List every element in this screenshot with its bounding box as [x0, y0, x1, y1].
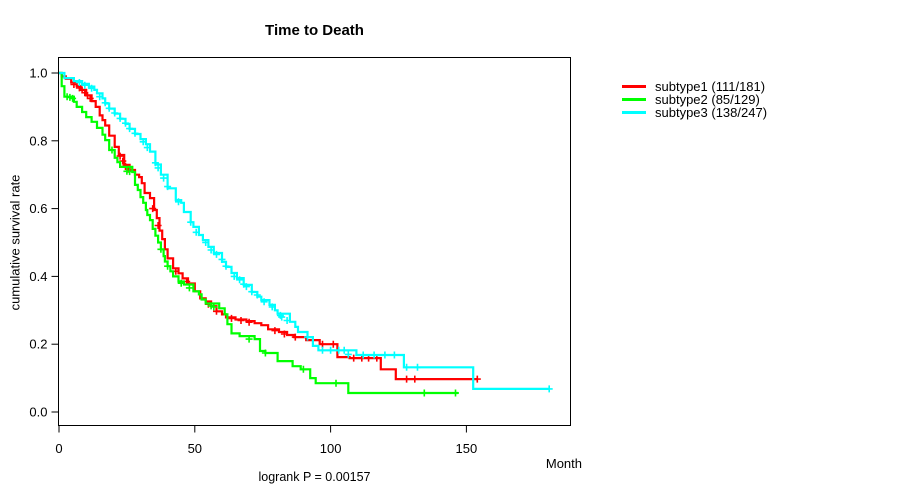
y-tick-label: 0.8 [29, 133, 47, 148]
y-axis-label: cumulative survival rate [7, 174, 23, 311]
x-tick-label: 50 [188, 441, 202, 456]
survival-curve-subtype1 [59, 71, 478, 381]
y-tick-label: 1.0 [29, 66, 47, 81]
legend-label-subtype3: subtype3 (138/247) [655, 105, 768, 120]
legend-item-subtype1: subtype1 (111/181) [622, 80, 767, 93]
x-tick-label: 100 [320, 441, 342, 456]
legend-item-subtype2: subtype2 (85/129) [622, 93, 767, 106]
legend-label-subtype2: subtype2 (85/129) [655, 92, 760, 107]
survival-curve-subtype2 [59, 71, 459, 395]
y-tick-label: 0.0 [29, 405, 47, 420]
y-tick-label: 0.4 [29, 269, 47, 284]
y-tick-label: 0.2 [29, 337, 47, 352]
legend-line-swatch-subtype3 [622, 111, 646, 114]
censor-marks-subtype3 [75, 79, 553, 393]
survival-curve-subtype3 [59, 71, 550, 390]
plot-border [58, 57, 571, 426]
chart-title: Time to Death [265, 22, 364, 39]
x-tick-label: 150 [456, 441, 478, 456]
y-tick-label: 0.6 [29, 201, 47, 216]
legend: subtype1 (111/181) subtype2 (85/129) sub… [622, 80, 767, 119]
legend-line-swatch-subtype1 [622, 85, 646, 88]
legend-label-subtype1: subtype1 (111/181) [655, 79, 766, 94]
legend-line-swatch-subtype2 [622, 98, 646, 101]
censor-marks-subtype1 [70, 81, 481, 383]
legend-item-subtype3: subtype3 (138/247) [622, 106, 767, 119]
logrank-p-annotation: logrank P = 0.00157 [258, 470, 371, 484]
x-axis-label: Month [545, 456, 582, 471]
censor-marks-subtype2 [63, 93, 459, 397]
x-tick-label: 0 [55, 441, 62, 456]
